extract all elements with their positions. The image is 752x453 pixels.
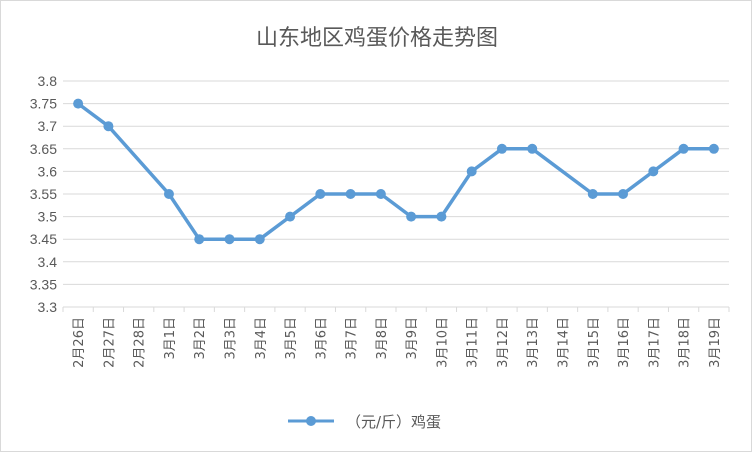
x-tick-label: 3月1日 [163,317,178,360]
y-axis-ticks: 3.3 3.35 3.4 3.45 3.5 3.55 3.6 3.65 3.7 3.75 3.8 [30,73,57,315]
y-tick-label: 3.45 [30,231,57,247]
y-tick-label: 3.55 [30,186,57,202]
x-tick-label: 3月10日 [435,317,450,368]
data-point [618,189,629,199]
x-tick-label: 2月27日 [102,317,117,368]
gridlines [63,80,729,308]
x-tick-label: 3月6日 [314,317,329,360]
x-tick-label: 3月17日 [647,317,662,368]
x-tick-label: 3月18日 [678,317,693,368]
data-point [163,189,174,199]
y-tick-label: 3.5 [38,209,58,225]
x-tick-label: 3月7日 [345,317,360,360]
legend-marker-swatch [306,416,316,426]
x-tick-label: 3月3日 [224,317,239,360]
x-axis-ticks: 2月26日 2月27日 2月28日 3月1日 3月2日 3月3日 3月4日 3月5日 3月6日 3… [62,307,730,368]
data-point [375,189,386,199]
y-tick-label: 3.65 [30,141,57,157]
x-tick-label: 3月5日 [284,317,299,360]
data-point [466,166,477,177]
x-tick-label: 3月16日 [617,317,632,368]
series-points [73,98,719,245]
data-point [648,166,659,177]
legend-entry-label: （元/斤）鸡蛋 [346,413,441,431]
x-tick-label: 3月4日 [254,317,269,360]
data-point [73,98,84,109]
y-tick-label: 3.3 [38,299,58,315]
data-point [406,211,417,222]
data-point [103,121,114,132]
y-tick-label: 3.8 [38,73,58,89]
data-point [587,189,598,199]
data-point [496,143,507,154]
x-tick-label: 3月13日 [526,317,541,368]
y-tick-label: 3.35 [30,276,57,292]
y-tick-label: 3.7 [38,118,58,134]
data-point [224,234,235,245]
x-tick-label: 3月19日 [708,317,723,368]
x-tick-label: 2月28日 [133,317,148,368]
x-tick-label: 3月8日 [375,317,390,360]
chart-title: 山东地区鸡蛋价格走势图 [256,26,498,51]
data-point [285,211,296,222]
x-tick-label: 3月11日 [466,317,481,368]
x-tick-label: 3月2日 [193,317,208,360]
data-point [678,143,689,154]
data-point [315,189,326,199]
y-tick-label: 3.6 [38,163,58,179]
series-lines [77,102,714,241]
data-point [708,143,719,154]
legend: （元/斤）鸡蛋 [288,413,441,431]
data-point [527,143,538,154]
y-tick-label: 3.4 [38,254,58,270]
y-tick-label: 3.75 [30,96,57,112]
x-tick-label: 2月26日 [72,317,87,368]
series-line [77,102,714,241]
x-tick-label: 3月12日 [496,317,511,368]
data-point [345,189,356,199]
x-tick-label: 3月15日 [587,317,602,368]
x-tick-label: 3月9日 [405,317,420,360]
data-point [436,211,447,222]
data-point [254,234,265,245]
data-point [194,234,205,245]
x-tick-label: 3月14日 [557,317,572,368]
